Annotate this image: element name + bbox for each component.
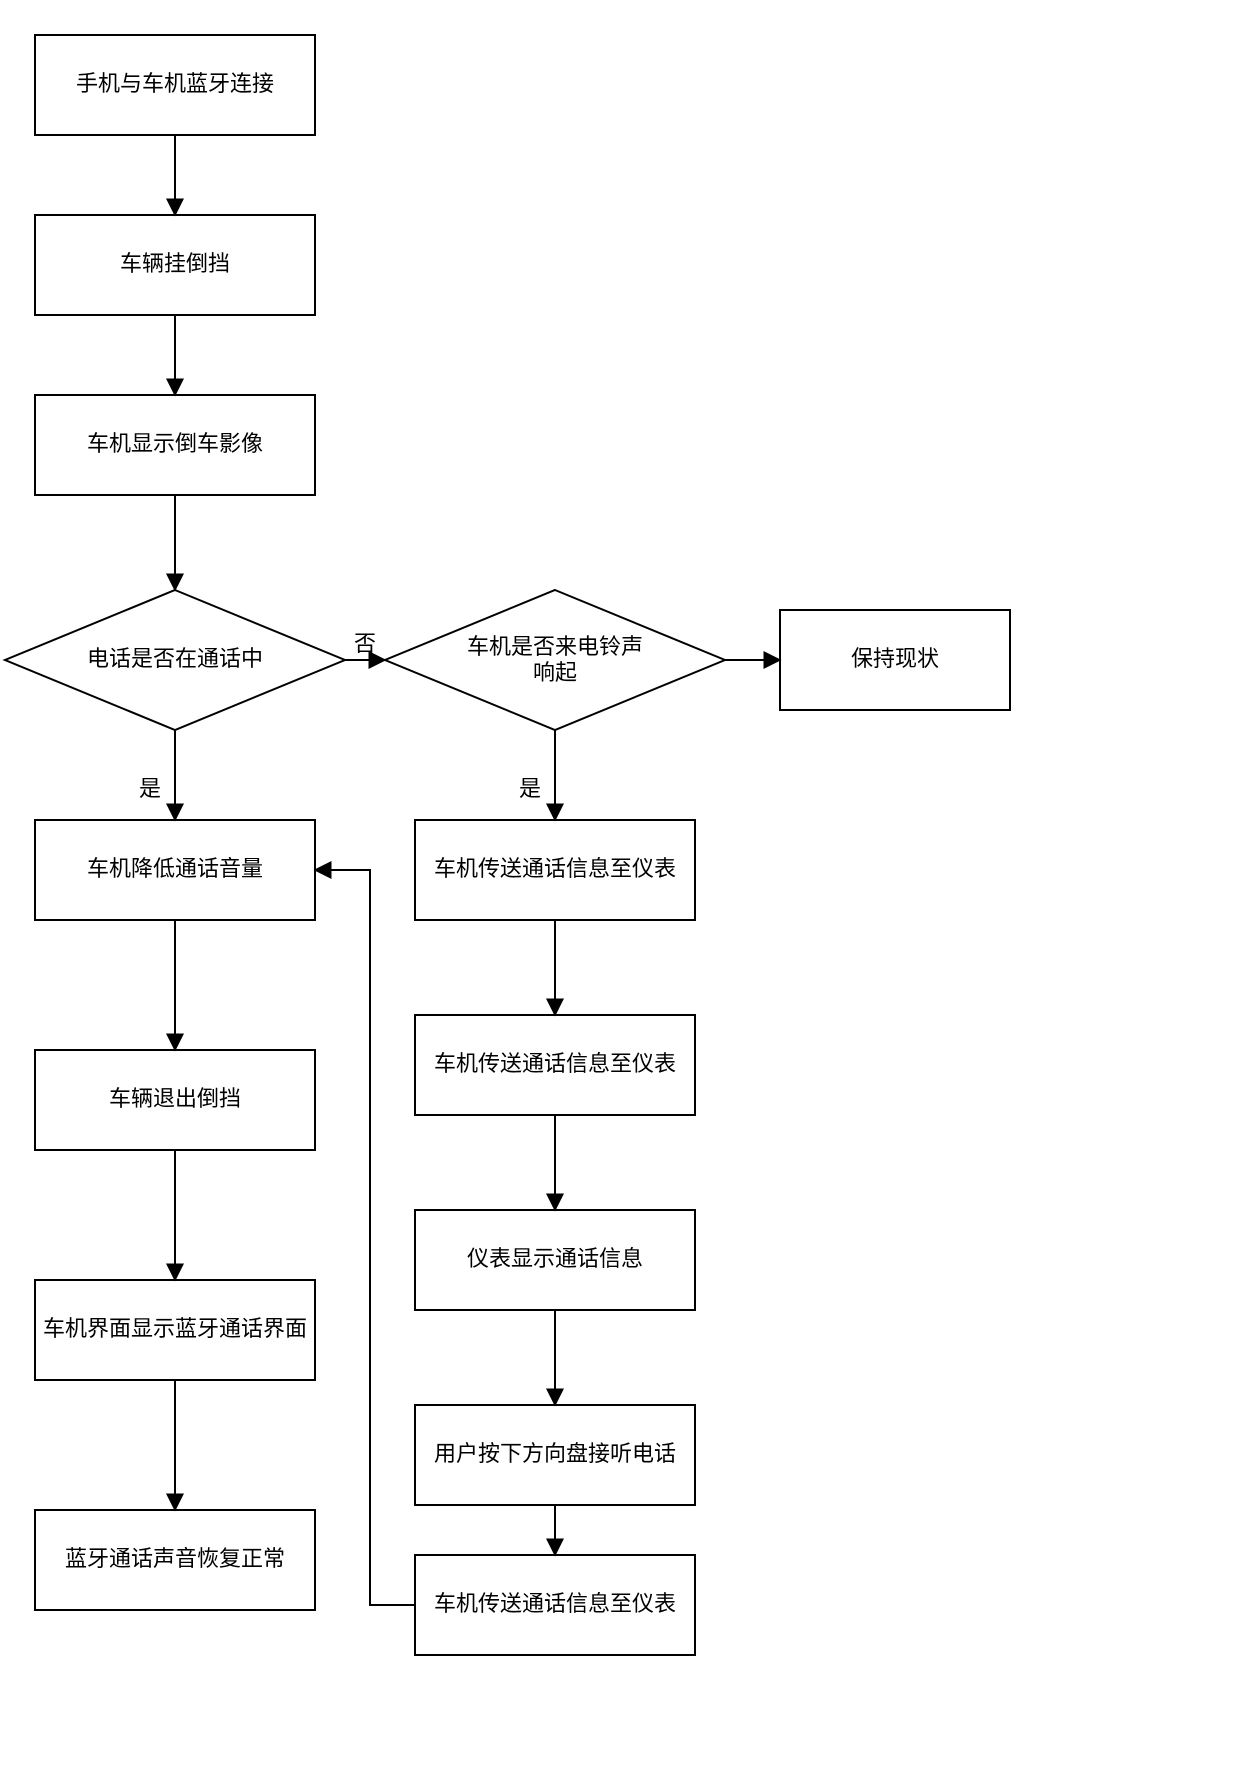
node-label: 车机传送通话信息至仪表 — [434, 1591, 676, 1616]
node-label: 蓝牙通话声音恢复正常 — [65, 1546, 285, 1571]
flowchart-canvas: 手机与车机蓝牙连接车辆挂倒挡车机显示倒车影像电话是否在通话中 车机是否来电铃声响起… — [0, 0, 1240, 1770]
node-n11: 用户按下方向盘接听电话 — [415, 1405, 695, 1505]
node-n4: 保持现状 — [780, 610, 1010, 710]
node-label: 车机界面显示蓝牙通话界面 — [43, 1316, 307, 1341]
node-label: 手机与车机蓝牙连接 — [76, 71, 274, 96]
node-n3: 车机显示倒车影像 — [35, 395, 315, 495]
node-n10: 仪表显示通话信息 — [415, 1210, 695, 1310]
node-n1: 手机与车机蓝牙连接 — [35, 35, 315, 135]
node-label: 响起 — [533, 660, 577, 685]
node-label: 车机传送通话信息至仪表 — [434, 856, 676, 881]
node-label: 车机降低通话音量 — [87, 856, 263, 881]
edge-label: 是 — [519, 776, 541, 801]
edge-n13-n5 — [315, 870, 415, 1605]
node-n6: 车机传送通话信息至仪表 — [415, 820, 695, 920]
edge-label: 否 — [354, 631, 376, 656]
node-label: 车辆挂倒挡 — [120, 251, 230, 276]
node-label: 车机传送通话信息至仪表 — [434, 1051, 676, 1076]
node-n2: 车辆挂倒挡 — [35, 215, 315, 315]
node-label: 用户按下方向盘接听电话 — [434, 1441, 676, 1466]
node-n5: 车机降低通话音量 — [35, 820, 315, 920]
node-n12: 蓝牙通话声音恢复正常 — [35, 1510, 315, 1610]
node-label: 车机是否来电铃声 — [467, 634, 643, 659]
node-label: 仪表显示通话信息 — [467, 1246, 643, 1271]
node-label: 保持现状 — [851, 646, 939, 671]
node-label: 车辆退出倒挡 — [109, 1086, 241, 1111]
node-n8: 车机传送通话信息至仪表 — [415, 1015, 695, 1115]
node-n7: 车辆退出倒挡 — [35, 1050, 315, 1150]
node-d1: 电话是否在通话中 — [5, 590, 345, 730]
node-d2: 车机是否来电铃声响起 — [385, 590, 725, 730]
edge-label: 是 — [139, 776, 161, 801]
node-n9: 车机界面显示蓝牙通话界面 — [35, 1280, 315, 1380]
node-label: 电话是否在通话中 — [87, 646, 263, 671]
node-label: 车机显示倒车影像 — [87, 431, 263, 456]
node-n13: 车机传送通话信息至仪表 — [415, 1555, 695, 1655]
